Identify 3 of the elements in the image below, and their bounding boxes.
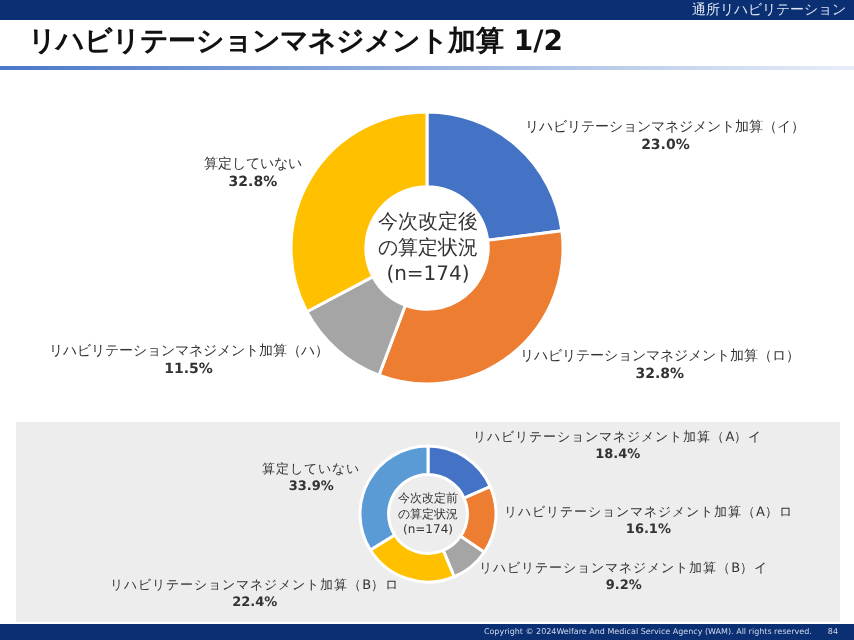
text: (n=174)	[386, 264, 470, 286]
chart-title: リハビリテーションマネジメント加算 1/2	[28, 24, 563, 60]
text: 今次改定後の算定状況	[378, 210, 478, 260]
